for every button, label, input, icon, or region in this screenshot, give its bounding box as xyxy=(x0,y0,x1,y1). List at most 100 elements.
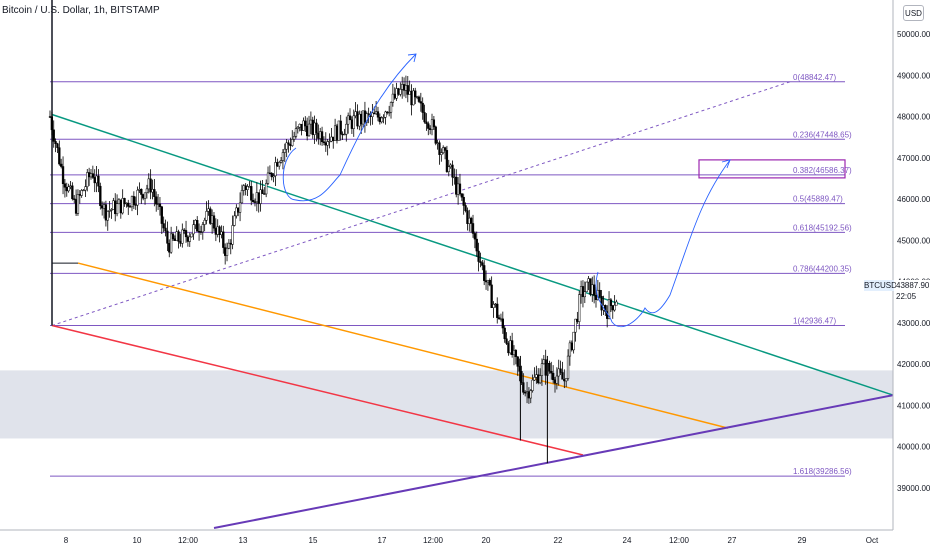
candle-body xyxy=(386,111,389,114)
projection-arrows[interactable] xyxy=(282,53,731,328)
candle-body xyxy=(328,140,331,143)
candle-body xyxy=(71,185,74,200)
candle-body xyxy=(101,205,104,209)
candle-body xyxy=(363,110,367,123)
candle-body xyxy=(287,142,290,145)
candle-body xyxy=(78,194,81,196)
fibonacci-retracement[interactable]: 0(48842.47) 0.236(47448.65) 0.382(46586.37… xyxy=(50,73,852,477)
candle-body xyxy=(93,177,96,184)
candle-body xyxy=(261,189,264,194)
trend-lines[interactable] xyxy=(51,0,894,529)
candle-body xyxy=(74,199,78,214)
candle-body xyxy=(456,183,460,195)
candle-body xyxy=(188,236,191,242)
candle-body xyxy=(388,111,391,114)
support-zone xyxy=(0,370,893,439)
candle-body xyxy=(67,186,70,192)
candle-body xyxy=(391,93,395,103)
candle-body xyxy=(140,188,143,195)
y-tick-label: 42000.00 xyxy=(897,360,931,369)
candle-body xyxy=(417,96,421,102)
y-tick-label: 39000.00 xyxy=(897,484,931,493)
candle-body xyxy=(527,391,531,399)
candle-body xyxy=(421,102,424,113)
candles xyxy=(48,75,618,464)
candle-body xyxy=(330,136,333,142)
candle-body xyxy=(589,278,592,295)
y-tick-label: 46000.00 xyxy=(897,195,931,204)
descending-trendline[interactable] xyxy=(51,113,894,396)
candle-body xyxy=(177,231,180,242)
candle-body xyxy=(130,196,134,208)
candle-body xyxy=(196,220,199,232)
fib-level-label: 0.5(45889.47) xyxy=(793,195,843,204)
candle-body xyxy=(522,382,525,393)
x-tick-label: 10 xyxy=(133,536,142,545)
candle-body xyxy=(542,359,545,365)
candle-body xyxy=(581,286,585,298)
candle-body xyxy=(440,152,443,155)
candle-body xyxy=(550,371,553,374)
fib-level-label: 1.618(39286.56) xyxy=(793,467,852,476)
candle-body xyxy=(483,265,486,281)
candle-body xyxy=(89,173,93,178)
candle-body xyxy=(134,204,137,206)
candle-body xyxy=(438,142,441,155)
y-tick-label: 40000.00 xyxy=(897,443,931,452)
candle-body xyxy=(169,233,173,253)
candle-body xyxy=(399,89,402,95)
fib-level-label: 0.786(44200.35) xyxy=(793,264,852,273)
candle-body xyxy=(160,206,163,224)
fib-target-box[interactable] xyxy=(698,159,846,179)
candle-body xyxy=(458,183,462,194)
candle-body xyxy=(132,196,136,205)
ascending-support-line[interactable] xyxy=(213,394,894,529)
candle-body xyxy=(512,350,516,355)
red-channel-line[interactable] xyxy=(51,324,584,456)
candle-body xyxy=(453,176,456,179)
candle-body xyxy=(361,110,365,125)
candle-body xyxy=(238,202,242,213)
candle-body xyxy=(538,375,542,384)
candle-body xyxy=(199,231,203,233)
candle-body xyxy=(525,391,529,394)
candle-body xyxy=(281,152,285,161)
candle-body xyxy=(484,280,488,283)
candle-body xyxy=(341,133,344,136)
candle-body xyxy=(339,120,342,135)
candle-body xyxy=(382,116,385,119)
y-tick-label: 43000.00 xyxy=(897,319,931,328)
candle-body xyxy=(354,111,357,117)
candle-body xyxy=(583,291,586,298)
candle-body xyxy=(251,199,255,203)
orange-channel-line[interactable] xyxy=(77,262,729,429)
candle-body xyxy=(376,111,380,118)
candle-body xyxy=(194,220,197,225)
currency-button[interactable]: USD xyxy=(903,5,924,21)
candle-body xyxy=(302,120,305,131)
projection-curve[interactable] xyxy=(595,159,731,328)
candle-body xyxy=(384,111,387,118)
candle-body xyxy=(149,178,152,193)
arrow-head xyxy=(721,159,731,169)
candle-body xyxy=(186,236,190,242)
candle-body xyxy=(607,299,611,319)
candle-body xyxy=(220,231,223,235)
projection-curve[interactable] xyxy=(282,53,417,202)
support-zone-layer xyxy=(0,370,893,439)
candle-body xyxy=(294,128,298,137)
candle-body xyxy=(428,128,432,130)
candle-body xyxy=(326,141,329,146)
candle-body xyxy=(181,229,184,244)
candle-body xyxy=(469,217,473,224)
x-tick-label: 15 xyxy=(309,536,318,545)
y-tick-label: 48000.00 xyxy=(897,113,931,122)
x-tick-label: 12:00 xyxy=(423,536,444,545)
candle-body xyxy=(358,113,361,127)
candle-body xyxy=(348,115,352,121)
candle-body xyxy=(266,172,270,184)
candle-body xyxy=(579,286,583,295)
candle-body xyxy=(378,116,381,123)
candle-body xyxy=(145,188,149,194)
